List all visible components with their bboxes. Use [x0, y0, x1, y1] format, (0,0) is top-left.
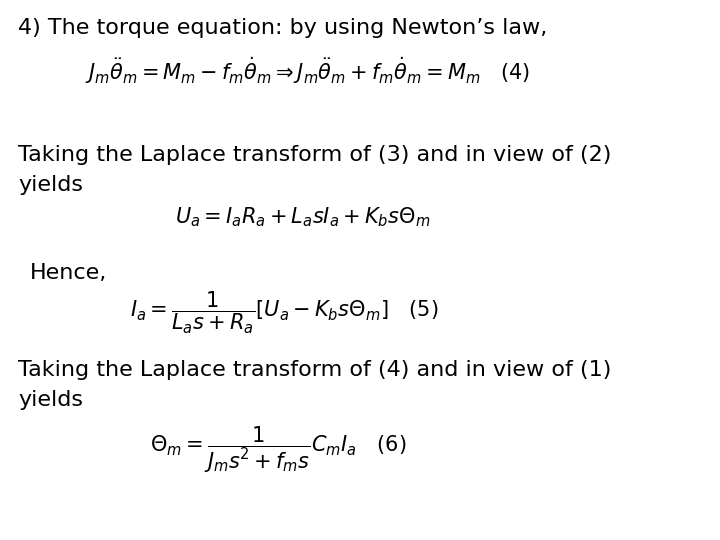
Text: $U_a = I_a R_a + L_a s I_a + K_b s\Theta_m$: $U_a = I_a R_a + L_a s I_a + K_b s\Theta… [175, 205, 431, 228]
Text: $J_m\ddot{\theta}_m = M_m - f_m\dot{\theta}_m\Rightarrow J_m\ddot{\theta}_m + f_: $J_m\ddot{\theta}_m = M_m - f_m\dot{\the… [85, 55, 530, 86]
Text: Taking the Laplace transform of (4) and in view of (1): Taking the Laplace transform of (4) and … [18, 360, 611, 380]
Text: $I_a = \dfrac{1}{L_a s + R_a}[U_a - K_b s\Theta_m] \quad (5)$: $I_a = \dfrac{1}{L_a s + R_a}[U_a - K_b … [130, 290, 438, 336]
Text: $\Theta_m = \dfrac{1}{J_m s^2 + f_m s} C_m I_a \quad (6)$: $\Theta_m = \dfrac{1}{J_m s^2 + f_m s} C… [150, 425, 406, 475]
Text: 4) The torque equation: by using Newton’s law,: 4) The torque equation: by using Newton’… [18, 18, 547, 38]
Text: yields: yields [18, 390, 83, 410]
Text: yields: yields [18, 175, 83, 195]
Text: Taking the Laplace transform of (3) and in view of (2): Taking the Laplace transform of (3) and … [18, 145, 611, 165]
Text: Hence,: Hence, [30, 263, 107, 283]
